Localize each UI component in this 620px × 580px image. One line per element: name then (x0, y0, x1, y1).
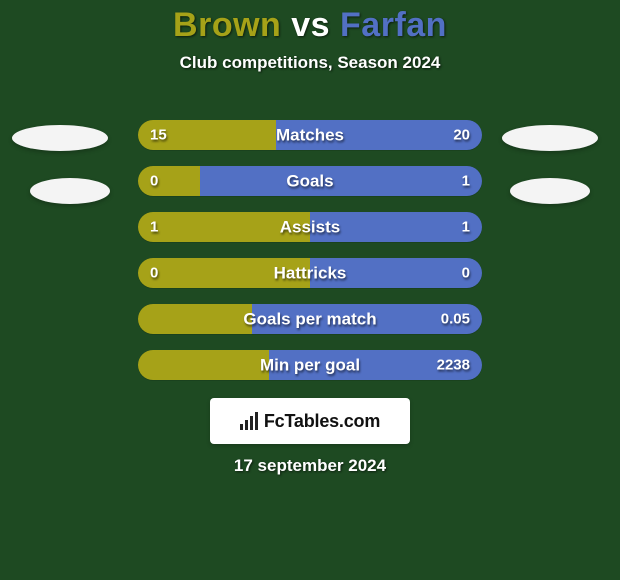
stat-segment-right (200, 166, 482, 196)
title-player1: Brown (173, 6, 281, 44)
stat-row: Min per goal2238 (138, 350, 482, 380)
stat-segment-left (138, 304, 252, 334)
date-text: 17 september 2024 (0, 456, 620, 476)
stat-row: Matches1520 (138, 120, 482, 150)
avatar-left-2 (30, 178, 110, 204)
stat-segment-right (252, 304, 482, 334)
stat-row: Goals01 (138, 166, 482, 196)
subtitle: Club competitions, Season 2024 (0, 53, 620, 73)
stat-segment-left (138, 120, 276, 150)
page-title: Brown vs Farfan (0, 6, 620, 45)
title-vs: vs (281, 6, 340, 44)
brand-inner: FcTables.com (240, 411, 380, 432)
stat-segment-right (276, 120, 482, 150)
avatar-right-2 (510, 178, 590, 204)
stat-row: Hattricks00 (138, 258, 482, 288)
bars-column: Matches1520 Goals01 Assists11 Hattricks00 Go… (138, 120, 482, 380)
stat-row: Assists11 (138, 212, 482, 242)
brand-text: FcTables.com (264, 411, 380, 432)
avatar-left-1 (12, 125, 108, 151)
stat-segment-left (138, 350, 269, 380)
brand-badge: FcTables.com (210, 398, 410, 444)
stat-segment-left (138, 166, 200, 196)
stat-segment-left (138, 258, 310, 288)
stat-segment-right (310, 258, 482, 288)
stat-row: Goals per match0.05 (138, 304, 482, 334)
header: Brown vs Farfan Club competitions, Seaso… (0, 0, 620, 73)
stat-bars: Matches1520 Goals01 Assists11 Hattricks00 Go… (138, 120, 482, 380)
stat-segment-left (138, 212, 310, 242)
stat-segment-right (269, 350, 482, 380)
stat-segment-right (310, 212, 482, 242)
avatar-right-1 (502, 125, 598, 151)
comparison-infographic: Brown vs Farfan Club competitions, Seaso… (0, 0, 620, 580)
title-player2: Farfan (340, 6, 447, 44)
brand-bars-icon (240, 412, 258, 430)
